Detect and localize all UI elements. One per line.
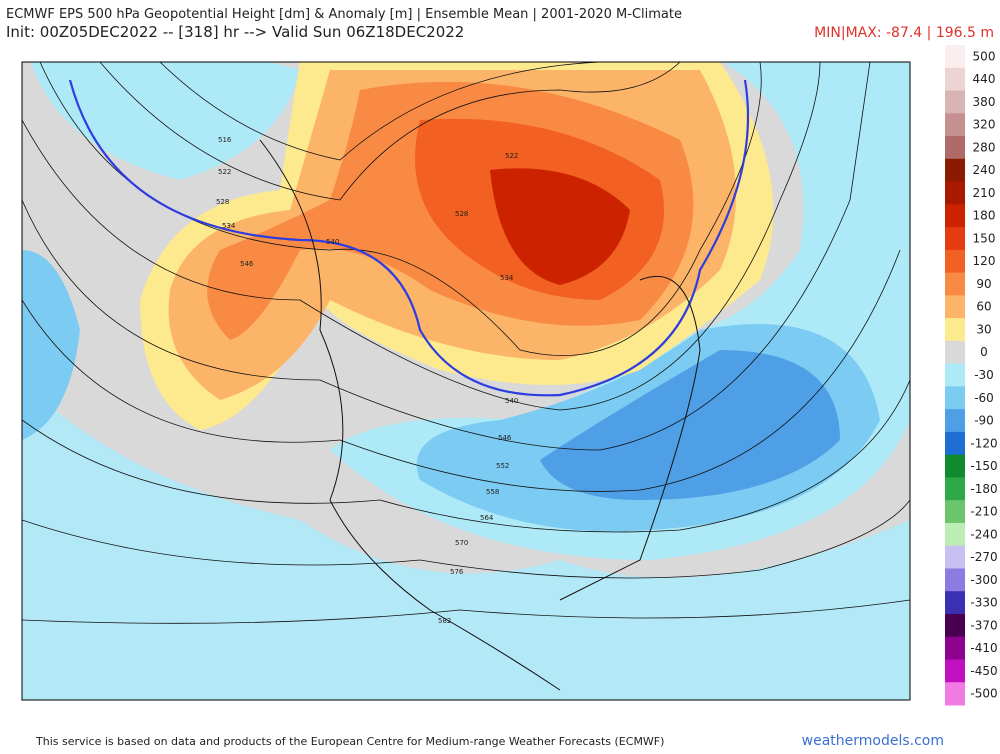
colorbar-label: -300 — [970, 573, 997, 587]
colorbar-label: 240 — [973, 163, 996, 177]
colorbar-label: -90 — [974, 414, 994, 428]
contour-label: 522 — [505, 152, 518, 160]
colorbar-swatch — [945, 363, 965, 387]
colorbar-label: -120 — [970, 436, 997, 450]
colorbar-label: -270 — [970, 550, 997, 564]
colorbar-swatch — [945, 386, 965, 410]
colorbar-swatch — [945, 431, 965, 456]
colorbar-label: 90 — [976, 277, 991, 291]
contour-label: 576 — [450, 568, 464, 576]
colorbar-swatch — [945, 340, 965, 365]
contour-label: 528 — [455, 210, 468, 218]
colorbar-label: -210 — [970, 505, 997, 519]
colorbar-label: 0 — [980, 345, 988, 359]
contour-label: 534 — [500, 274, 514, 282]
contour-labels: 516 522 528 534 546 540 534 528 522 540 … — [216, 136, 518, 625]
contour-label: 516 — [218, 136, 232, 144]
colorbar-swatch — [945, 227, 965, 251]
contour-label: 546 — [240, 260, 254, 268]
colorbar-label: -450 — [970, 664, 997, 678]
colorbar-swatch — [945, 636, 965, 660]
colorbar-swatch — [945, 181, 965, 205]
colorbar-swatch — [945, 568, 965, 592]
init-line: Init: 00Z05DEC2022 -- [318] hr --> Valid… — [6, 23, 464, 41]
contour-label: 582 — [438, 617, 451, 625]
contour-label: 564 — [480, 514, 494, 522]
colorbar-label: -370 — [970, 618, 997, 632]
colorbar-label: -240 — [970, 527, 997, 541]
colorbar-label: 210 — [973, 186, 996, 200]
contour-label: 558 — [486, 488, 499, 496]
colorbar-label: 180 — [973, 209, 996, 223]
colorbar-label: 150 — [973, 231, 996, 245]
credit: This service is based on data and produc… — [35, 735, 664, 748]
colorbar-label: 60 — [976, 300, 991, 314]
colorbar-swatch — [945, 272, 965, 296]
contour-label: 522 — [218, 168, 231, 176]
colorbar-swatch — [945, 682, 965, 706]
colorbar-label: 320 — [973, 118, 996, 132]
site-link[interactable]: weathermodels.com — [802, 733, 944, 749]
colorbar-swatch — [945, 67, 965, 92]
colorbar-label: -410 — [970, 641, 997, 655]
colorbar-label: 120 — [973, 254, 996, 268]
contour-label: 570 — [455, 539, 468, 547]
colorbar-swatch — [945, 500, 965, 524]
colorbar-label: -150 — [970, 459, 997, 473]
colorbar-label: -30 — [974, 368, 994, 382]
colorbar-label: 500 — [973, 49, 996, 63]
colorbar-label: 30 — [976, 322, 991, 336]
title: ECMWF EPS 500 hPa Geopotential Height [d… — [6, 7, 682, 22]
contour-label: 540 — [326, 238, 339, 246]
contour-label: 546 — [498, 434, 512, 442]
contour-label: 552 — [496, 462, 509, 470]
colorbar-swatch — [945, 90, 965, 114]
colorbar-swatch — [945, 295, 965, 319]
contour-label: 528 — [216, 198, 229, 206]
colorbar-swatch — [945, 613, 965, 638]
colorbar-label: -330 — [970, 596, 997, 610]
colorbar-swatch — [945, 45, 965, 69]
colorbar-label: -180 — [970, 482, 997, 496]
contour-label: 534 — [222, 222, 236, 230]
colorbar-swatch — [945, 591, 965, 615]
colorbar-swatch — [945, 659, 965, 683]
colorbar-label: 280 — [973, 140, 996, 154]
colorbar-swatch — [945, 477, 965, 501]
colorbar-swatch — [945, 136, 965, 160]
colorbar-swatch — [945, 409, 965, 433]
colorbar: 500 440 380 320 280 240 210 180 150 120 90 60 30 0 -30… — [945, 45, 998, 706]
colorbar-swatch — [945, 454, 965, 478]
colorbar-swatch — [945, 545, 965, 569]
colorbar-label: 440 — [973, 72, 996, 86]
colorbar-swatch — [945, 204, 965, 228]
colorbar-label: 380 — [973, 95, 996, 109]
contour-label: 540 — [505, 397, 518, 405]
colorbar-swatch — [945, 318, 965, 342]
colorbar-swatch — [945, 113, 965, 137]
colorbar-swatch — [945, 522, 965, 547]
colorbar-swatch — [945, 249, 965, 274]
colorbar-label: -60 — [974, 391, 994, 405]
colorbar-label: -500 — [970, 687, 997, 701]
colorbar-swatch — [945, 158, 965, 183]
map — [22, 62, 910, 700]
min-max: MIN|MAX: -87.4 | 196.5 m — [814, 25, 994, 41]
